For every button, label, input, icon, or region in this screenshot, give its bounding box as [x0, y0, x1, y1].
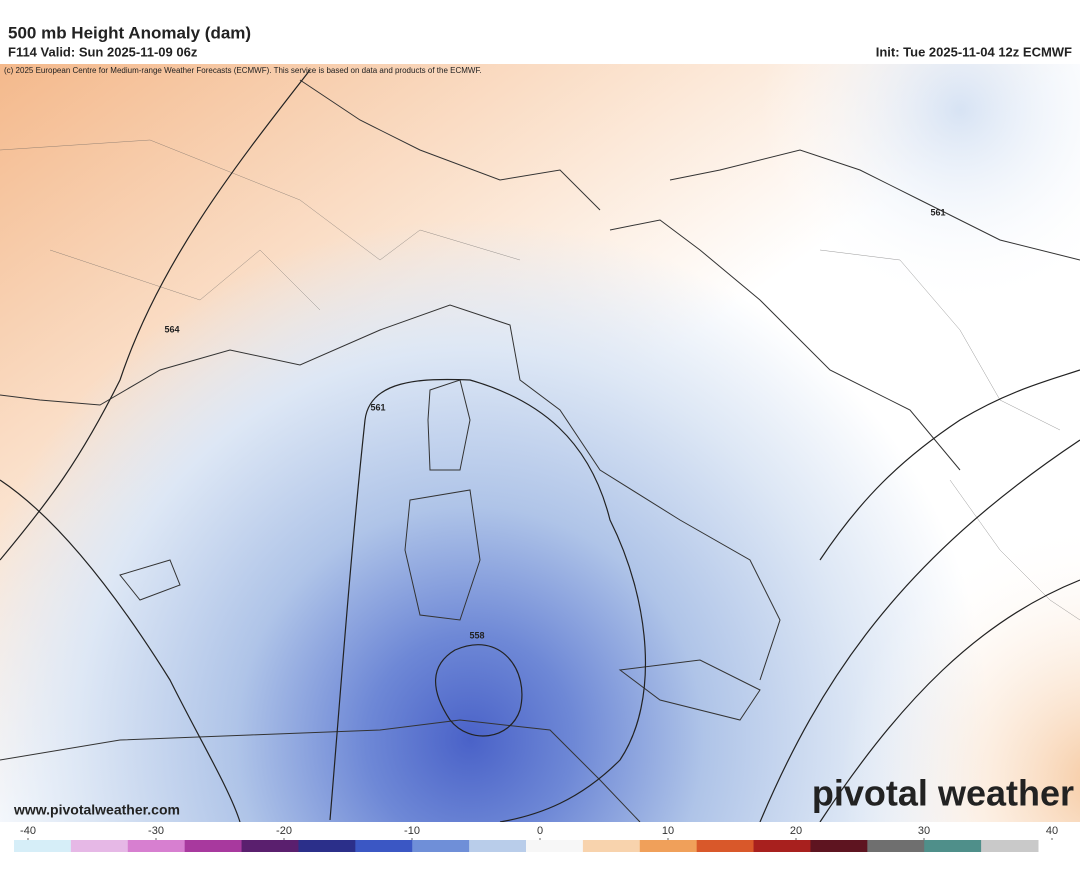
colorbar-swatch	[526, 840, 584, 852]
copyright: (c) 2025 European Centre for Medium-rang…	[4, 66, 482, 75]
colorbar-swatch	[696, 840, 755, 852]
colorbar-swatch	[582, 840, 641, 852]
colorbar-tick-label: 20	[790, 825, 802, 837]
colorbar-swatch	[981, 840, 1039, 852]
colorbar-swatch	[127, 840, 186, 852]
colorbar-tick-label: -30	[148, 825, 164, 837]
colorbar-swatch	[469, 840, 527, 852]
colorbar-tick-label: -40	[20, 825, 36, 837]
contour-label: 564	[164, 324, 179, 334]
website: www.pivotalweather.com	[13, 802, 180, 818]
colorbar-swatch	[298, 840, 356, 852]
map	[0, 64, 1080, 823]
colorbar-swatch	[14, 840, 72, 852]
colorbar-swatch	[867, 840, 925, 852]
colorbar-swatch	[241, 840, 299, 852]
colorbar-tick-label: 10	[662, 825, 674, 837]
logo: pivotal weather	[812, 773, 1074, 814]
init-time: Init: Tue 2025-11-04 12z ECMWF	[876, 44, 1072, 59]
colorbar-swatch	[355, 840, 413, 852]
contour-label: 561	[370, 402, 385, 412]
colorbar-swatch	[753, 840, 811, 852]
colorbar-swatch	[70, 840, 129, 852]
colorbar-swatch	[924, 840, 982, 852]
colorbar-tick-label: 30	[918, 825, 930, 837]
colorbar-tick-label: 0	[537, 825, 543, 837]
contour-label: 561	[930, 207, 945, 217]
colorbar-tick-label: -10	[404, 825, 420, 837]
colorbar-swatch	[412, 840, 470, 852]
colorbar-swatch	[810, 840, 868, 852]
colorbar-swatch	[184, 840, 243, 852]
colorbar-tick-label: 40	[1046, 825, 1058, 837]
title: 500 mb Height Anomaly (dam)	[8, 23, 251, 42]
colorbar-tick-label: -20	[276, 825, 292, 837]
valid-time: F114 Valid: Sun 2025-11-09 06z	[8, 44, 198, 59]
colorbar-swatch	[639, 840, 698, 852]
contour-label: 558	[469, 630, 484, 640]
colorbar-bg	[0, 822, 1080, 884]
